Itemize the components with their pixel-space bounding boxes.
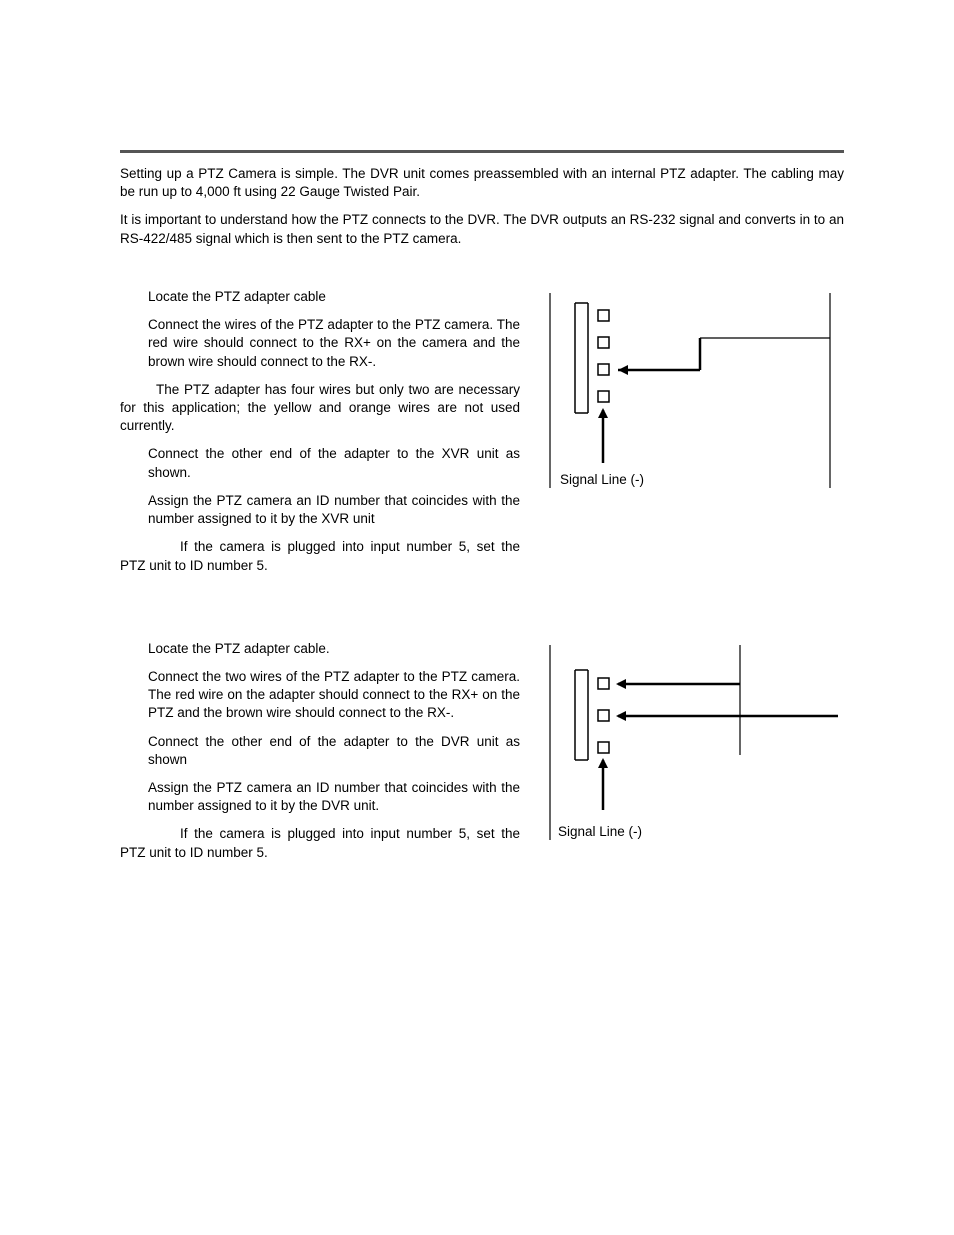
- signal-line-label: Signal Line (-): [558, 824, 642, 839]
- signal-line-label: Signal Line (-): [560, 472, 644, 487]
- step-text: Connect the other end of the adapter to …: [120, 733, 520, 769]
- step-text: Connect the other end of the adapter to …: [120, 445, 520, 481]
- text-column: Locate the PTZ adapter cable Connect the…: [120, 288, 520, 585]
- connector-diagram-svg: Signal Line (-): [540, 640, 840, 850]
- intro-paragraph: It is important to understand how the PT…: [120, 211, 844, 247]
- step-text: Locate the PTZ adapter cable.: [120, 640, 520, 658]
- intro-paragraph: Setting up a PTZ Camera is simple. The D…: [120, 165, 844, 201]
- example-text: If the camera is plugged into input numb…: [120, 825, 520, 861]
- example-body: If the camera is plugged into input numb…: [120, 826, 520, 859]
- step-text: Connect the two wires of the PTZ adapter…: [120, 668, 520, 723]
- text-column: Locate the PTZ adapter cable. Connect th…: [120, 640, 520, 872]
- section-dvr: Locate the PTZ adapter cable. Connect th…: [120, 640, 844, 872]
- note-text: The PTZ adapter has four wires but only …: [120, 381, 520, 436]
- header-rule: [120, 150, 844, 153]
- document-page: Setting up a PTZ Camera is simple. The D…: [0, 0, 954, 932]
- example-body: If the camera is plugged into input numb…: [120, 539, 520, 572]
- intro-block: Setting up a PTZ Camera is simple. The D…: [120, 165, 844, 248]
- step-text: Connect the wires of the PTZ adapter to …: [120, 316, 520, 371]
- step-text: Assign the PTZ camera an ID number that …: [120, 779, 520, 815]
- example-text: If the camera is plugged into input numb…: [120, 538, 520, 574]
- diagram-column: Signal Line (-): [540, 288, 840, 498]
- section-xvr: Locate the PTZ adapter cable Connect the…: [120, 288, 844, 585]
- step-text: Assign the PTZ camera an ID number that …: [120, 492, 520, 528]
- step-text: Locate the PTZ adapter cable: [120, 288, 520, 306]
- connector-diagram-svg: Signal Line (-): [540, 288, 840, 498]
- diagram-column: Signal Line (-): [540, 640, 840, 850]
- note-body: The PTZ adapter has four wires but only …: [120, 382, 520, 433]
